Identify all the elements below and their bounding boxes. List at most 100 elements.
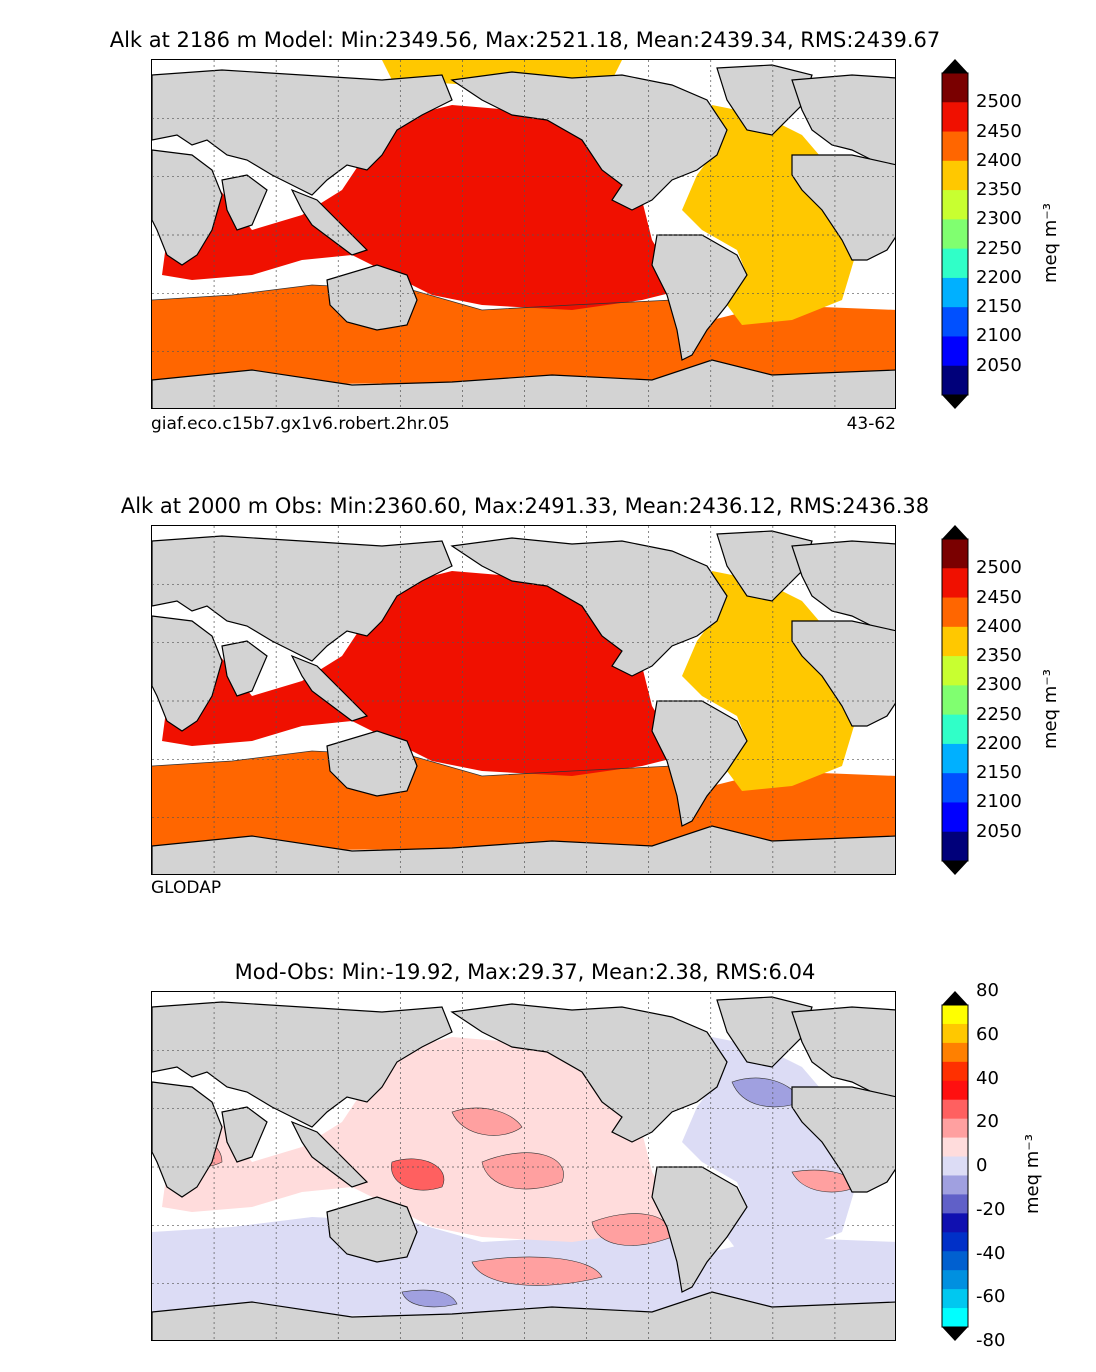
colorbar-tick-label: 2150 — [976, 762, 1022, 784]
greenland-land — [716, 530, 813, 602]
colorbar-tick-label: -20 — [976, 1198, 1006, 1220]
map-canvas — [152, 60, 895, 408]
colorbar-tick-label: 40 — [976, 1067, 999, 1089]
panel-title: Mod-Obs: Min:-19.92, Max:29.37, Mean:2.3… — [234, 960, 816, 984]
colorbar-segment — [942, 190, 968, 220]
colorbar-segment — [942, 1137, 968, 1158]
eurasia-land — [152, 69, 453, 196]
colorbar-segment — [942, 1289, 968, 1309]
europe-east-land — [791, 1006, 895, 1102]
north-america-land — [450, 71, 728, 211]
colorbar — [941, 991, 969, 1341]
colorbar-segment — [942, 1251, 968, 1271]
africa-land — [791, 1086, 895, 1193]
south-america-land — [651, 700, 748, 827]
colorbar-segment — [942, 1080, 968, 1101]
colorbar-segment — [942, 539, 968, 569]
run-name-caption: giaf.eco.c15b7.gx1v6.robert.2hr.05 — [151, 414, 450, 434]
colorbar-svg — [941, 991, 969, 1341]
colorbar-tick-label: 0 — [976, 1155, 988, 1176]
colorbar-segment — [942, 219, 968, 250]
graticule — [152, 60, 895, 408]
years-caption: 43-62 — [846, 414, 896, 434]
colorbar-segment — [942, 773, 968, 803]
colorbar-tick-label: -40 — [976, 1242, 1006, 1264]
colorbar-segment — [942, 1118, 968, 1139]
colorbar-segment — [942, 131, 968, 162]
colorbar-tick-label: 2450 — [976, 586, 1022, 608]
eurasia-land — [152, 535, 453, 662]
colorbar-tick-label: 2400 — [976, 615, 1022, 637]
colorbar-tick-label: 2200 — [976, 266, 1022, 288]
colorbar-segment — [942, 656, 968, 686]
europe-east-land — [791, 74, 895, 170]
colorbar-tick-label: 2500 — [976, 557, 1022, 579]
colorbar-under-arrow — [942, 1327, 968, 1341]
world-map — [151, 59, 896, 409]
colorbar-tick-label: -60 — [976, 1286, 1006, 1308]
eurasia-land — [152, 1001, 453, 1128]
colorbar-tick-label: 2100 — [976, 325, 1022, 347]
graticule — [152, 526, 895, 874]
colorbar-unit: meq m⁻³ — [1022, 1133, 1043, 1214]
se-asia-land — [290, 654, 369, 722]
africa-west-land — [152, 149, 223, 266]
panel-title: Alk at 2186 m Model: Min:2349.56, Max:25… — [109, 28, 941, 52]
map-canvas — [152, 992, 895, 1340]
colorbar-segment — [942, 102, 968, 133]
pacific-indian-fill — [162, 105, 682, 310]
colorbar-segment — [942, 1005, 968, 1025]
greenland-land — [716, 64, 813, 136]
colorbar-segment — [942, 277, 968, 308]
colorbar-tick-label: 2250 — [976, 237, 1022, 259]
colorbar-tick-label: 2450 — [976, 120, 1022, 142]
south-america-land — [651, 1166, 748, 1293]
antarctica-land — [152, 825, 895, 874]
colorbar-over-arrow — [942, 991, 968, 1005]
pacific-indian-fill — [162, 571, 682, 776]
colorbar-segment — [942, 160, 968, 191]
colorbar-segment — [942, 1213, 968, 1233]
se-asia-land — [290, 188, 369, 256]
africa-land — [791, 620, 895, 727]
colorbar-segment — [942, 1194, 968, 1214]
colorbar-segment — [942, 1099, 968, 1120]
colorbar-unit: meq m⁻³ — [1040, 668, 1061, 749]
colorbar-over-arrow — [942, 59, 968, 73]
pacific-indian-fill — [162, 1037, 682, 1242]
australia-land — [326, 730, 418, 797]
colorbar-segment — [942, 365, 968, 396]
colorbar-segment — [942, 685, 968, 716]
colorbar-svg — [941, 525, 969, 875]
colorbar-segment — [942, 1061, 968, 1082]
australia-land — [326, 1196, 418, 1263]
anomaly-contour — [451, 1107, 523, 1136]
colorbar-segment — [942, 831, 968, 862]
north-america-land — [450, 1003, 728, 1143]
colorbar-under-arrow — [942, 861, 968, 875]
anomaly-contour — [391, 1158, 445, 1191]
colorbar-segment — [942, 73, 968, 103]
colorbar-tick-label: 2400 — [976, 149, 1022, 171]
colorbar-segment — [942, 1308, 968, 1328]
colorbar-segment — [942, 248, 968, 279]
colorbar-tick-label: 2350 — [976, 645, 1022, 667]
colorbar-segment — [942, 714, 968, 745]
colorbar — [941, 59, 969, 409]
europe-east-land — [791, 540, 895, 636]
world-map — [151, 991, 896, 1341]
india-land — [221, 174, 268, 231]
australia-land — [326, 264, 418, 331]
colorbar-tick-label: 2300 — [976, 674, 1022, 696]
colorbar-segment — [942, 743, 968, 774]
colorbar-segment — [942, 802, 968, 833]
anomaly-contour — [471, 1256, 603, 1286]
colorbar-segment — [942, 568, 968, 599]
colorbar-segment — [942, 1270, 968, 1290]
colorbar-tick-label: 2050 — [976, 354, 1022, 376]
colorbar-segment — [942, 1042, 968, 1063]
world-map — [151, 525, 896, 875]
colorbar — [941, 525, 969, 875]
colorbar-tick-label: 2100 — [976, 791, 1022, 813]
colorbar-over-arrow — [942, 525, 968, 539]
